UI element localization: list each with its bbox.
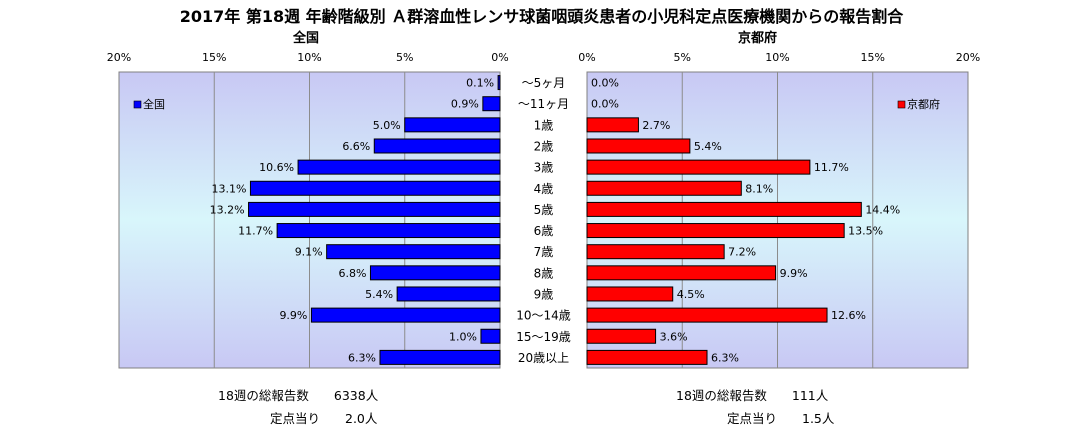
- national-bar: [297, 159, 501, 175]
- national-legend-label: 全国: [143, 97, 165, 111]
- category-label: 8歳: [534, 266, 554, 280]
- national-bar: [249, 180, 501, 196]
- national-tick-label: 10%: [297, 51, 321, 64]
- kyoto-data-label: 9.9%: [780, 267, 808, 280]
- national-panel-title: 全国: [293, 31, 320, 46]
- kyoto-data-label: 4.5%: [677, 288, 705, 301]
- kyoto-data-label: 13.5%: [848, 225, 883, 238]
- national-data-label: 6.6%: [342, 140, 370, 153]
- category-label: ～5ヶ月: [522, 76, 566, 90]
- kyoto-data-label: 0.0%: [591, 98, 619, 111]
- kyoto-bar: [586, 349, 708, 365]
- kyoto-tick-label: 20%: [956, 51, 980, 64]
- national-data-label: 13.2%: [210, 203, 245, 216]
- national-data-label: 5.0%: [373, 119, 401, 132]
- kyoto-data-label: 14.4%: [865, 203, 900, 216]
- national-data-label: 0.9%: [451, 98, 479, 111]
- kyoto-bar: [586, 159, 811, 175]
- chart-title: 2017年 第18週 年齢階級別 Ａ群溶血性レンサ球菌咽頭炎患者の小児科定点医療…: [179, 7, 904, 26]
- kyoto-legend-swatch: [897, 100, 906, 109]
- category-label: 4歳: [534, 182, 554, 196]
- category-label: 2歳: [534, 139, 554, 153]
- category-label: 20歳以上: [518, 351, 569, 365]
- kyoto-bar: [586, 201, 862, 217]
- kyoto-tick-label: 0%: [578, 51, 595, 64]
- kyoto-bar: [586, 307, 828, 323]
- kyoto-panel-title: 京都府: [738, 31, 778, 46]
- category-label: 9歳: [534, 287, 554, 301]
- category-label: 7歳: [534, 245, 554, 259]
- national-bar: [497, 75, 501, 91]
- national-data-label: 13.1%: [211, 182, 246, 195]
- national-per-site: 定点当り 2.0人: [270, 411, 378, 426]
- kyoto-bar: [586, 180, 742, 196]
- kyoto-tick-label: 15%: [861, 51, 885, 64]
- kyoto-data-label: 0.0%: [591, 77, 619, 90]
- national-bar: [326, 244, 501, 260]
- kyoto-tick-label: 10%: [765, 51, 789, 64]
- kyoto-data-label: 8.1%: [745, 182, 773, 195]
- national-data-label: 9.9%: [279, 309, 307, 322]
- national-bar: [379, 349, 501, 365]
- kyoto-total-reports: 18週の総報告数 111人: [676, 388, 829, 403]
- category-label: 15～19歳: [516, 330, 571, 344]
- national-data-label: 9.1%: [295, 246, 323, 259]
- kyoto-bar: [586, 138, 691, 154]
- national-bar: [480, 328, 501, 344]
- national-data-label: 10.6%: [259, 161, 294, 174]
- national-bar: [248, 201, 501, 217]
- kyoto-data-label: 2.7%: [642, 119, 670, 132]
- kyoto-bar: [586, 265, 777, 281]
- kyoto-data-label: 6.3%: [711, 351, 739, 364]
- category-label: 1歳: [534, 118, 554, 132]
- kyoto-bar: [586, 244, 725, 260]
- kyoto-bar: [586, 117, 639, 133]
- category-label: 5歳: [534, 203, 554, 217]
- national-bar: [369, 265, 501, 281]
- national-tick-label: 5%: [396, 51, 413, 64]
- national-data-label: 6.8%: [339, 267, 367, 280]
- national-bar: [396, 286, 501, 302]
- kyoto-data-label: 11.7%: [814, 161, 849, 174]
- national-bar: [404, 117, 501, 133]
- national-bar: [310, 307, 501, 323]
- national-data-label: 5.4%: [365, 288, 393, 301]
- kyoto-legend-label: 京都府: [907, 97, 940, 111]
- national-tick-label: 15%: [202, 51, 226, 64]
- kyoto-data-label: 5.4%: [694, 140, 722, 153]
- national-data-label: 11.7%: [238, 225, 273, 238]
- national-data-label: 6.3%: [348, 351, 376, 364]
- kyoto-data-label: 3.6%: [660, 330, 688, 343]
- national-bar: [482, 96, 501, 112]
- category-label: 10～14歳: [516, 309, 571, 323]
- category-label: ～11ヶ月: [518, 97, 569, 111]
- national-bar: [373, 138, 501, 154]
- national-data-label: 1.0%: [449, 330, 477, 343]
- kyoto-bar: [586, 328, 657, 344]
- kyoto-per-site: 定点当り 1.5人: [727, 411, 835, 426]
- national-data-label: 0.1%: [466, 77, 494, 90]
- national-tick-label: 0%: [491, 51, 508, 64]
- kyoto-bar: [586, 286, 674, 302]
- kyoto-bar: [586, 223, 845, 239]
- kyoto-data-label: 12.6%: [831, 309, 866, 322]
- national-tick-label: 20%: [107, 51, 131, 64]
- national-total-reports: 18週の総報告数 6338人: [218, 388, 379, 403]
- national-bar: [276, 223, 501, 239]
- kyoto-tick-label: 5%: [674, 51, 691, 64]
- kyoto-data-label: 7.2%: [728, 246, 756, 259]
- category-label: 3歳: [534, 161, 554, 175]
- category-label: 6歳: [534, 224, 554, 238]
- national-legend-swatch: [133, 100, 142, 109]
